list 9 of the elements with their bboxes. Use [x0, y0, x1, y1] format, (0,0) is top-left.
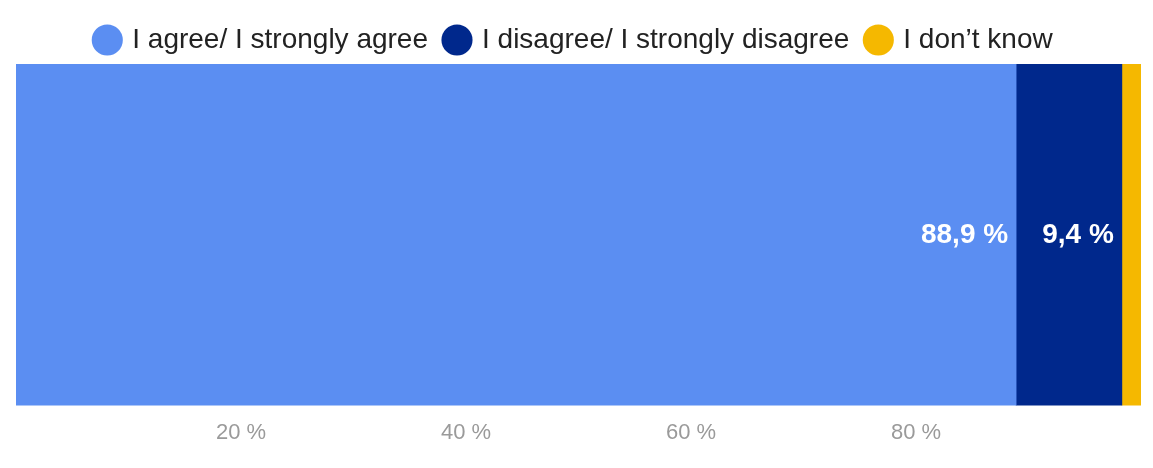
x-tick-label: 40 %: [440, 418, 492, 444]
x-tick-label: 80 %: [890, 418, 942, 444]
legend-label: I disagree/ I strongly disagree: [482, 22, 850, 54]
data-label: 9,4 %: [1042, 217, 1114, 249]
legend-label: I don’t know: [903, 22, 1054, 54]
x-tick-label: 20 %: [215, 418, 267, 444]
data-label: 88,9 %: [920, 217, 1009, 249]
x-tick-label: 60 %: [665, 418, 717, 444]
legend-label: I agree/ I strongly agree: [132, 22, 429, 54]
